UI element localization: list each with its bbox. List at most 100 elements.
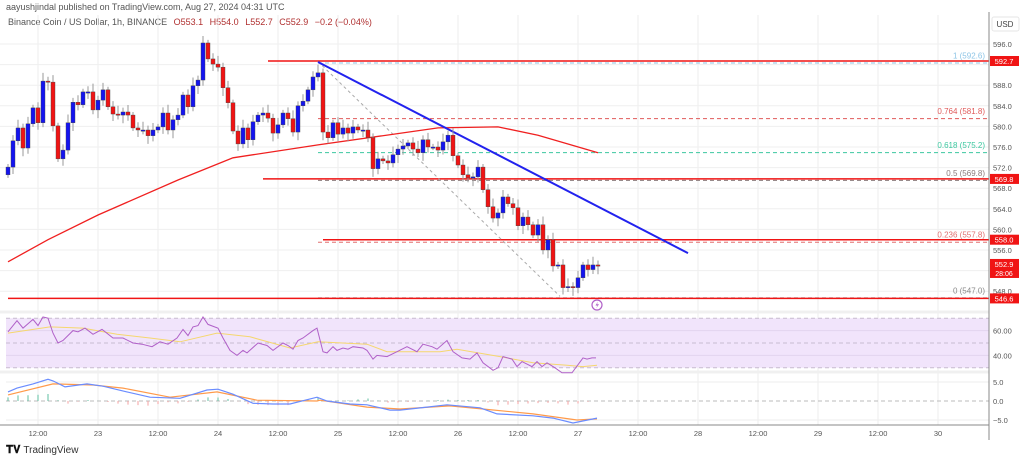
- bullish-candle[interactable]: [40, 80, 46, 123]
- bullish-candle[interactable]: [340, 127, 346, 135]
- bullish-candle[interactable]: [80, 91, 86, 105]
- bullish-candle[interactable]: [520, 216, 526, 226]
- bullish-candle[interactable]: [375, 158, 381, 169]
- bearish-candle[interactable]: [135, 127, 141, 131]
- bullish-candle[interactable]: [200, 42, 206, 81]
- bearish-candle[interactable]: [570, 286, 576, 288]
- bullish-candle[interactable]: [535, 224, 541, 236]
- price-chart[interactable]: 1 (592.6) 0.764 (581.8) 0.618 (575.2) 0.5 (…: [0, 0, 1024, 442]
- bearish-candle[interactable]: [110, 106, 116, 115]
- bearish-candle[interactable]: [235, 130, 241, 145]
- bearish-candle[interactable]: [595, 264, 601, 267]
- bullish-candle[interactable]: [405, 142, 411, 147]
- bullish-candle[interactable]: [155, 126, 161, 131]
- bearish-candle[interactable]: [215, 63, 221, 68]
- bullish-candle[interactable]: [30, 107, 36, 125]
- bullish-candle[interactable]: [120, 111, 126, 116]
- bearish-candle[interactable]: [290, 118, 296, 133]
- bearish-candle[interactable]: [35, 107, 41, 123]
- bullish-candle[interactable]: [420, 139, 426, 153]
- bullish-candle[interactable]: [195, 79, 201, 86]
- bearish-candle[interactable]: [515, 207, 521, 226]
- bearish-candle[interactable]: [230, 102, 236, 132]
- bearish-candle[interactable]: [435, 146, 441, 151]
- bullish-candle[interactable]: [85, 91, 91, 94]
- bullish-candle[interactable]: [15, 127, 21, 142]
- bullish-candle[interactable]: [555, 264, 561, 267]
- bullish-candle[interactable]: [440, 141, 446, 151]
- bullish-candle[interactable]: [430, 146, 436, 149]
- bullish-candle[interactable]: [180, 94, 186, 116]
- bearish-candle[interactable]: [145, 129, 151, 136]
- bearish-candle[interactable]: [450, 134, 456, 156]
- bearish-candle[interactable]: [90, 91, 96, 111]
- bearish-candle[interactable]: [205, 42, 211, 60]
- bearish-candle[interactable]: [55, 125, 61, 160]
- bearish-candle[interactable]: [185, 94, 191, 108]
- bearish-candle[interactable]: [50, 81, 56, 127]
- bullish-candle[interactable]: [565, 286, 571, 288]
- bullish-candle[interactable]: [580, 264, 586, 279]
- bullish-candle[interactable]: [100, 89, 106, 101]
- bearish-candle[interactable]: [460, 164, 466, 176]
- bearish-candle[interactable]: [415, 148, 421, 153]
- bullish-candle[interactable]: [395, 148, 401, 155]
- bullish-candle[interactable]: [250, 121, 256, 140]
- bullish-candle[interactable]: [150, 129, 156, 136]
- bearish-candle[interactable]: [325, 131, 331, 138]
- bullish-candle[interactable]: [95, 99, 101, 111]
- bearish-candle[interactable]: [130, 114, 136, 129]
- bearish-candle[interactable]: [380, 158, 386, 162]
- bullish-candle[interactable]: [360, 129, 366, 132]
- bullish-candle[interactable]: [470, 176, 476, 179]
- bearish-candle[interactable]: [335, 122, 341, 135]
- bearish-candle[interactable]: [365, 129, 371, 138]
- currency-button[interactable]: [991, 16, 1020, 32]
- bullish-candle[interactable]: [25, 123, 31, 149]
- fib-trend-diagonal[interactable]: [317, 61, 561, 297]
- bearish-candle[interactable]: [530, 224, 536, 236]
- bullish-candle[interactable]: [305, 89, 311, 102]
- bullish-candle[interactable]: [590, 264, 596, 270]
- bearish-candle[interactable]: [45, 80, 51, 83]
- tradingview-footer[interactable]: 𝐓𝐕 TradingView: [6, 444, 78, 457]
- bullish-candle[interactable]: [260, 112, 266, 116]
- bearish-candle[interactable]: [125, 111, 131, 116]
- bearish-candle[interactable]: [220, 66, 226, 88]
- bullish-candle[interactable]: [255, 114, 261, 122]
- bullish-candle[interactable]: [315, 72, 321, 78]
- bullish-candle[interactable]: [475, 166, 481, 178]
- bearish-candle[interactable]: [425, 139, 431, 148]
- bearish-trendline[interactable]: [317, 61, 689, 254]
- bearish-candle[interactable]: [20, 127, 26, 149]
- bullish-candle[interactable]: [330, 122, 336, 138]
- bearish-candle[interactable]: [225, 87, 231, 103]
- bullish-candle[interactable]: [140, 129, 146, 132]
- bullish-candle[interactable]: [350, 126, 356, 134]
- bullish-candle[interactable]: [60, 149, 66, 160]
- bearish-candle[interactable]: [355, 126, 361, 131]
- bullish-candle[interactable]: [545, 239, 551, 251]
- bearish-candle[interactable]: [285, 112, 291, 119]
- bearish-candle[interactable]: [270, 117, 276, 134]
- bullish-candle[interactable]: [70, 101, 76, 123]
- bearish-candle[interactable]: [410, 142, 416, 150]
- bullish-candle[interactable]: [160, 112, 166, 128]
- bearish-candle[interactable]: [210, 58, 216, 65]
- bullish-candle[interactable]: [295, 105, 301, 133]
- bullish-candle[interactable]: [5, 166, 11, 176]
- bearish-candle[interactable]: [165, 112, 171, 131]
- bullish-candle[interactable]: [445, 134, 451, 143]
- bullish-candle[interactable]: [500, 196, 506, 214]
- bearish-candle[interactable]: [480, 166, 486, 190]
- bearish-candle[interactable]: [455, 155, 461, 166]
- bullish-candle[interactable]: [280, 112, 286, 126]
- bullish-candle[interactable]: [175, 114, 181, 120]
- bearish-candle[interactable]: [540, 224, 546, 251]
- bullish-candle[interactable]: [10, 140, 16, 168]
- bearish-candle[interactable]: [485, 189, 491, 207]
- bearish-candle[interactable]: [510, 203, 516, 208]
- bearish-candle[interactable]: [505, 196, 511, 204]
- bearish-candle[interactable]: [75, 101, 81, 105]
- bearish-candle[interactable]: [465, 174, 471, 179]
